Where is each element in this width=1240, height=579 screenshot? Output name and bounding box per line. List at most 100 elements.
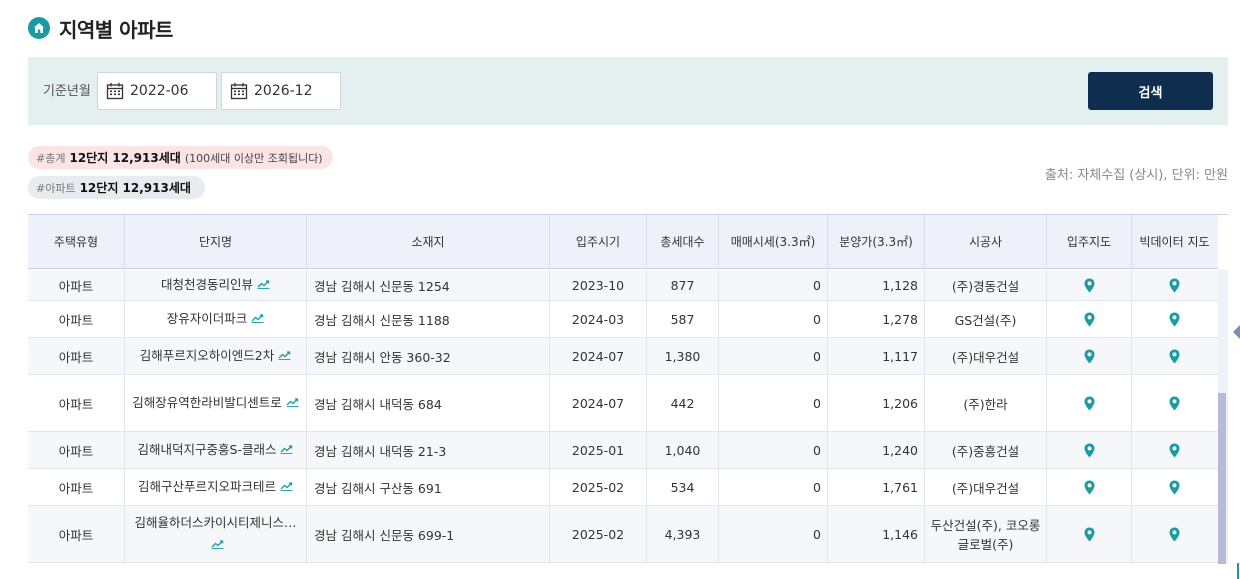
cell-complex-name[interactable]: 김해구산푸르지오파크테르 <box>125 469 307 505</box>
cell-complex-name[interactable]: 대청천경동리인뷰 <box>125 270 307 300</box>
trend-chart-icon[interactable] <box>257 274 270 296</box>
cell-move-in: 2023-10 <box>550 270 647 300</box>
cell-households: 1,380 <box>647 338 719 374</box>
apt-value: 12단지 12,913세대 <box>79 181 191 195</box>
cell-move-in: 2025-02 <box>550 469 647 505</box>
cell-complex-name[interactable]: 김해푸르지오하이엔드2차 <box>125 338 307 374</box>
header-housing-type: 주택유형 <box>28 215 125 269</box>
cell-move-in-map[interactable] <box>1047 338 1132 374</box>
map-pin-icon[interactable] <box>1084 312 1095 327</box>
table-row[interactable]: 아파트 김해내덕지구중흥S-클래스 경남 김해시 내덕동 21-3 2025-01 1,… <box>28 432 1218 469</box>
cell-trade-price: 0 <box>719 432 828 468</box>
complex-name-link[interactable]: 김해푸르지오하이엔드2차 <box>139 347 275 363</box>
calendar-icon[interactable] <box>230 82 248 100</box>
end-month-value[interactable]: 2026-12 <box>254 83 313 99</box>
map-pin-icon[interactable] <box>1169 278 1180 293</box>
cell-address: 경남 김해시 내덕동 684 <box>307 375 550 431</box>
trend-chart-icon[interactable] <box>251 308 264 330</box>
cell-bigdata-map[interactable] <box>1132 270 1217 300</box>
table-row[interactable]: 아파트 장유자이더파크 경남 김해시 신문동 1188 2024-03 587 0 1,27… <box>28 301 1218 338</box>
cell-builder: (주)한라 <box>925 375 1047 431</box>
map-pin-icon[interactable] <box>1169 396 1180 411</box>
trend-chart-icon[interactable] <box>280 476 293 498</box>
map-pin-icon[interactable] <box>1084 349 1095 364</box>
cell-households: 534 <box>647 469 719 505</box>
total-tag: #총계 <box>36 151 66 165</box>
trend-chart-icon[interactable] <box>211 534 224 556</box>
cell-move-in-map[interactable] <box>1047 375 1132 431</box>
cell-bigdata-map[interactable] <box>1132 469 1217 505</box>
header-move-in-map: 입주지도 <box>1047 215 1132 269</box>
table-row[interactable]: 아파트 김해율하더스카이시티제니스… 경남 김해시 신문동 699-1 2025-02… <box>28 506 1218 563</box>
end-month-input[interactable]: 2026-12 <box>221 72 341 110</box>
cell-sale-price: 1,240 <box>828 432 925 468</box>
cell-move-in-map[interactable] <box>1047 270 1132 300</box>
table-row[interactable]: 아파트 김해푸르지오하이엔드2차 경남 김해시 안동 360-32 2024-07 1,… <box>28 338 1218 375</box>
map-pin-icon[interactable] <box>1169 349 1180 364</box>
complex-name-link[interactable]: 장유자이더파크 <box>166 310 248 326</box>
scrollbar-thumb[interactable] <box>1218 393 1226 564</box>
map-pin-icon[interactable] <box>1084 480 1095 495</box>
trend-chart-icon[interactable] <box>280 439 293 461</box>
cell-complex-name[interactable]: 김해장유역한라비발디센트로 <box>125 375 307 431</box>
cell-households: 4,393 <box>647 506 719 562</box>
table-row[interactable]: 아파트 김해장유역한라비발디센트로 경남 김해시 내덕동 684 2024-07 442… <box>28 375 1218 432</box>
cell-bigdata-map[interactable] <box>1132 301 1217 337</box>
cell-builder: (주)대우건설 <box>925 338 1047 374</box>
trend-chart-icon[interactable] <box>278 345 291 367</box>
cell-builder: 두산건설(주), 코오롱글로벌(주) <box>925 506 1047 562</box>
side-panel-arrow-icon[interactable] <box>1233 325 1240 339</box>
cell-households: 587 <box>647 301 719 337</box>
cell-households: 1,040 <box>647 432 719 468</box>
table-header: 주택유형 단지명 소재지 입주시기 총세대수 매매시세(3.3㎡) 분양가(3.… <box>28 215 1218 269</box>
map-pin-icon[interactable] <box>1169 312 1180 327</box>
start-month-value[interactable]: 2022-06 <box>130 83 189 99</box>
map-pin-icon[interactable] <box>1084 278 1095 293</box>
map-pin-icon[interactable] <box>1169 480 1180 495</box>
header-complex-name: 단지명 <box>125 215 307 269</box>
map-pin-icon[interactable] <box>1084 396 1095 411</box>
cell-trade-price: 0 <box>719 506 828 562</box>
total-note: (100세대 이상만 조회됩니다) <box>184 151 323 165</box>
trend-chart-icon[interactable] <box>286 392 299 414</box>
map-pin-icon[interactable] <box>1169 527 1180 542</box>
cell-bigdata-map[interactable] <box>1132 506 1217 562</box>
cell-builder: (주)경동건설 <box>925 270 1047 300</box>
cell-sale-price: 1,117 <box>828 338 925 374</box>
cell-move-in: 2024-03 <box>550 301 647 337</box>
total-value: 12단지 12,913세대 <box>69 151 181 165</box>
table-row[interactable]: 아파트 김해구산푸르지오파크테르 경남 김해시 구산동 691 2025-02 534 0… <box>28 469 1218 506</box>
map-pin-icon[interactable] <box>1084 527 1095 542</box>
cell-address: 경남 김해시 내덕동 21-3 <box>307 432 550 468</box>
calendar-icon[interactable] <box>106 82 124 100</box>
cell-bigdata-map[interactable] <box>1132 432 1217 468</box>
search-button[interactable]: 검색 <box>1088 72 1213 110</box>
cell-trade-price: 0 <box>719 375 828 431</box>
cell-housing-type: 아파트 <box>28 301 125 337</box>
cell-housing-type: 아파트 <box>28 375 125 431</box>
table-row[interactable]: 아파트 대청천경동리인뷰 경남 김해시 신문동 1254 2023-10 877 0 1,1… <box>28 270 1218 301</box>
complex-name-link[interactable]: 김해구산푸르지오파크테르 <box>137 478 276 494</box>
cell-trade-price: 0 <box>719 301 828 337</box>
cell-bigdata-map[interactable] <box>1132 338 1217 374</box>
cell-move-in-map[interactable] <box>1047 301 1132 337</box>
complex-name-link[interactable]: 김해장유역한라비발디센트로 <box>132 394 282 410</box>
cell-housing-type: 아파트 <box>28 432 125 468</box>
start-month-input[interactable]: 2022-06 <box>97 72 217 110</box>
filter-label: 기준년월 <box>43 84 91 99</box>
cell-complex-name[interactable]: 김해율하더스카이시티제니스… <box>125 506 307 562</box>
complex-name-link[interactable]: 대청천경동리인뷰 <box>160 276 253 292</box>
cell-move-in-map[interactable] <box>1047 506 1132 562</box>
map-pin-icon[interactable] <box>1169 443 1180 458</box>
map-pin-icon[interactable] <box>1084 443 1095 458</box>
cell-move-in: 2025-02 <box>550 506 647 562</box>
cell-complex-name[interactable]: 김해내덕지구중흥S-클래스 <box>125 432 307 468</box>
complex-name-link[interactable]: 김해내덕지구중흥S-클래스 <box>137 441 277 457</box>
cell-move-in-map[interactable] <box>1047 469 1132 505</box>
filter-bar: 기준년월 2022-06 <box>28 57 1228 125</box>
cell-complex-name[interactable]: 장유자이더파크 <box>125 301 307 337</box>
cell-sale-price: 1,278 <box>828 301 925 337</box>
complex-name-link[interactable]: 김해율하더스카이시티제니스… <box>134 514 297 530</box>
cell-bigdata-map[interactable] <box>1132 375 1217 431</box>
cell-move-in-map[interactable] <box>1047 432 1132 468</box>
